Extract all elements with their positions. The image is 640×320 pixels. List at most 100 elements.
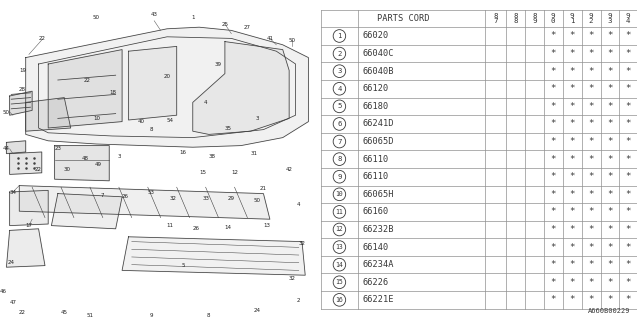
Text: 3: 3 [337, 68, 342, 74]
Text: *: * [570, 102, 575, 111]
Text: *: * [607, 102, 612, 111]
Text: 26: 26 [193, 226, 200, 231]
Text: 4: 4 [204, 100, 207, 105]
Text: *: * [607, 190, 612, 199]
Polygon shape [193, 42, 289, 134]
Text: *: * [550, 119, 556, 128]
Text: 32: 32 [170, 196, 177, 201]
Polygon shape [6, 229, 45, 267]
Text: 3: 3 [255, 116, 259, 121]
Text: *: * [607, 119, 612, 128]
Text: 66180: 66180 [362, 102, 388, 111]
Text: 9: 9 [149, 313, 153, 318]
Text: *: * [588, 137, 594, 146]
Text: 9
1: 9 1 [570, 13, 574, 24]
Text: *: * [570, 278, 575, 287]
Text: A660B00229: A660B00229 [588, 308, 630, 314]
Text: 22: 22 [35, 167, 42, 172]
Text: 9
0: 9 0 [551, 13, 556, 24]
Text: 32: 32 [298, 241, 305, 246]
Text: *: * [588, 295, 594, 304]
Text: *: * [550, 102, 556, 111]
Text: 44: 44 [3, 146, 10, 151]
Text: 54: 54 [167, 117, 174, 123]
Text: 27: 27 [244, 25, 251, 30]
Text: *: * [607, 49, 612, 58]
Text: 1: 1 [191, 15, 195, 20]
Text: 28: 28 [19, 87, 26, 92]
Text: 22: 22 [19, 309, 26, 315]
Text: 1: 1 [337, 33, 342, 39]
Text: 50: 50 [3, 109, 10, 115]
Polygon shape [48, 50, 122, 128]
Text: *: * [607, 155, 612, 164]
Text: 17: 17 [26, 223, 33, 228]
Text: *: * [588, 67, 594, 76]
Polygon shape [10, 190, 48, 226]
Text: 50: 50 [253, 197, 260, 203]
Text: 45: 45 [61, 309, 68, 315]
Text: 15: 15 [335, 279, 343, 285]
Text: 66110: 66110 [362, 172, 388, 181]
Text: 6: 6 [337, 121, 342, 127]
Text: *: * [607, 84, 612, 93]
Text: *: * [625, 155, 631, 164]
Text: 20: 20 [164, 74, 171, 79]
Text: *: * [570, 225, 575, 234]
Text: 35: 35 [225, 125, 232, 131]
Text: 11: 11 [335, 209, 343, 215]
Text: *: * [588, 172, 594, 181]
Text: 2: 2 [337, 51, 342, 57]
Text: *: * [570, 260, 575, 269]
Text: 18: 18 [109, 90, 116, 95]
Text: 66232B: 66232B [362, 225, 394, 234]
Text: 24: 24 [8, 260, 15, 265]
Text: *: * [625, 49, 631, 58]
Text: 8
7: 8 7 [493, 13, 498, 24]
Text: 43: 43 [150, 12, 157, 17]
Text: *: * [625, 190, 631, 199]
Text: *: * [550, 31, 556, 41]
Text: 24: 24 [253, 308, 260, 313]
Text: 66140: 66140 [362, 243, 388, 252]
Text: 7: 7 [101, 193, 104, 198]
Polygon shape [26, 27, 308, 147]
Text: *: * [588, 49, 594, 58]
Text: *: * [550, 84, 556, 93]
Polygon shape [10, 91, 32, 115]
Text: 8: 8 [337, 156, 342, 162]
Text: *: * [607, 260, 612, 269]
Text: *: * [550, 260, 556, 269]
Text: *: * [625, 67, 631, 76]
Text: 13: 13 [263, 223, 270, 228]
Text: 12: 12 [231, 170, 238, 175]
Text: *: * [625, 102, 631, 111]
Text: 66110: 66110 [362, 155, 388, 164]
Text: 39: 39 [215, 61, 222, 67]
Text: 32: 32 [289, 276, 296, 281]
Text: *: * [607, 225, 612, 234]
Polygon shape [6, 141, 26, 154]
Text: *: * [625, 295, 631, 304]
Text: *: * [625, 207, 631, 216]
Text: 10: 10 [93, 116, 100, 121]
Text: *: * [588, 190, 594, 199]
Text: *: * [570, 67, 575, 76]
Text: 49: 49 [95, 162, 102, 167]
Text: *: * [625, 172, 631, 181]
Text: 5: 5 [337, 103, 342, 109]
Text: 33: 33 [202, 196, 209, 201]
Text: *: * [570, 155, 575, 164]
Text: 51: 51 [86, 313, 93, 318]
Text: 66065D: 66065D [362, 137, 394, 146]
Text: 9
3: 9 3 [608, 13, 612, 24]
Text: 7: 7 [337, 139, 342, 145]
Text: *: * [588, 278, 594, 287]
Text: 12: 12 [335, 227, 343, 233]
Text: *: * [607, 243, 612, 252]
Text: *: * [570, 172, 575, 181]
Text: *: * [570, 207, 575, 216]
Text: 19: 19 [19, 68, 26, 73]
Text: *: * [570, 295, 575, 304]
Text: 66020: 66020 [362, 31, 388, 41]
